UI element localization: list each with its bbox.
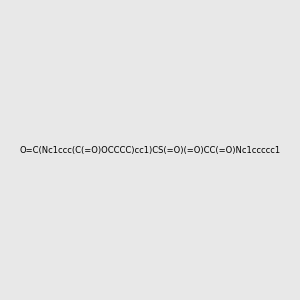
Text: O=C(Nc1ccc(C(=O)OCCCC)cc1)CS(=O)(=O)CC(=O)Nc1ccccc1: O=C(Nc1ccc(C(=O)OCCCC)cc1)CS(=O)(=O)CC(=…	[20, 146, 281, 154]
